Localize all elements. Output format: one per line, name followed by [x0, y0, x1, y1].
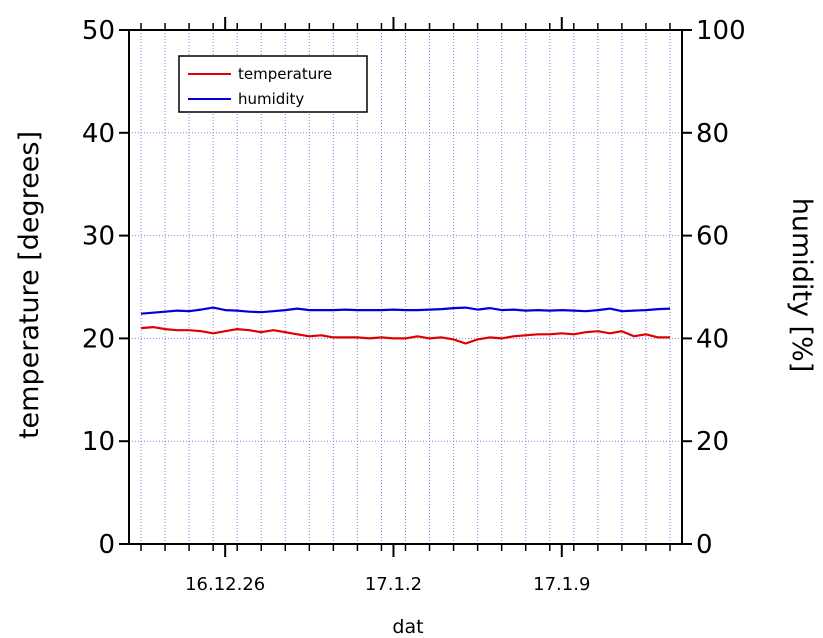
- y-right-tick-label: 60: [696, 222, 729, 252]
- y-left-tick-label: 0: [98, 530, 115, 560]
- y-right-tick-label: 40: [696, 324, 729, 354]
- series-line-humidity: [140, 306, 671, 315]
- legend-box: [178, 55, 368, 113]
- y-left-tick-label: 20: [82, 324, 115, 354]
- legend-label-humidity: humidity: [238, 90, 304, 108]
- series-layer: [140, 306, 671, 345]
- y-right-tick-label: 100: [696, 16, 746, 46]
- y-right-tick-label: 80: [696, 119, 729, 149]
- y-axis-right-title: humidity [%]: [786, 198, 817, 373]
- axes: 0 10 20 30 40 50 0 20 40 60 80 100 16.12.26 17.1.2 17.…: [82, 16, 746, 595]
- x-tick-label: 17.1.9: [533, 574, 590, 595]
- y-left-tick-label: 50: [82, 16, 115, 46]
- x-tick-label: 17.1.2: [365, 574, 422, 595]
- x-tick-label: 16.12.26: [185, 574, 265, 595]
- y-left-tick-label: 40: [82, 119, 115, 149]
- y-left-tick-label: 10: [82, 427, 115, 457]
- series-line-temperature: [140, 326, 670, 345]
- legend: temperature humidity: [178, 55, 368, 113]
- y-right-tick-label: 0: [696, 530, 713, 560]
- y-left-tick-label: 30: [82, 222, 115, 252]
- x-axis-title: dat: [392, 616, 423, 638]
- legend-label-temperature: temperature: [238, 65, 332, 83]
- y-right-tick-label: 20: [696, 427, 729, 457]
- y-axis-left-title: temperature [degrees]: [14, 131, 45, 439]
